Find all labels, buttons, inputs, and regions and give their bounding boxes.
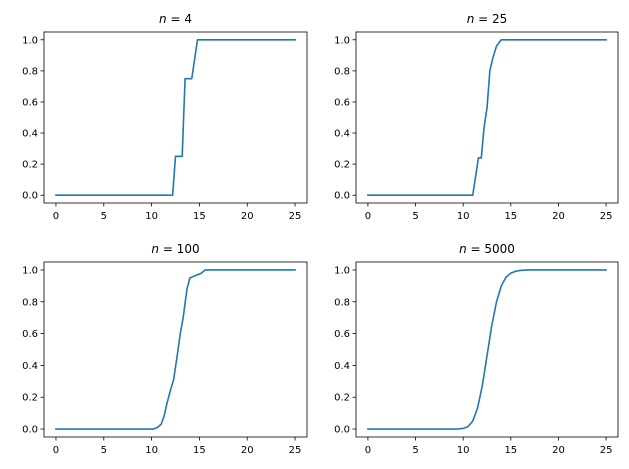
x-tick-label: 15 <box>193 211 206 222</box>
x-tick-label: 25 <box>600 445 613 456</box>
x-tick-label: 10 <box>457 211 470 222</box>
chart-title: n = 4 <box>159 12 192 26</box>
chart-title: n = 100 <box>151 242 199 256</box>
y-tick-label: 0.6 <box>334 329 350 340</box>
x-tick-label: 25 <box>289 211 302 222</box>
x-tick-label: 25 <box>600 211 613 222</box>
x-tick-label: 15 <box>193 445 206 456</box>
x-tick-label: 15 <box>504 445 517 456</box>
x-tick-label: 20 <box>241 445 254 456</box>
title-variable: n <box>467 12 475 26</box>
x-tick-label: 0 <box>365 211 371 222</box>
title-variable: n <box>459 242 467 256</box>
y-tick-label: 0.4 <box>334 129 350 140</box>
y-tick-label: 0.4 <box>22 361 38 372</box>
axes-frame <box>355 31 619 204</box>
y-tick-label: 0.8 <box>334 297 350 308</box>
x-tick-label: 20 <box>552 445 565 456</box>
series-line-1 <box>367 38 607 197</box>
y-tick-label: 0.2 <box>334 393 350 404</box>
x-tick-label: 10 <box>145 211 158 222</box>
y-tick-label: 0.6 <box>334 97 350 108</box>
y-tick-label: 0.8 <box>334 66 350 77</box>
y-tick-label: 0.4 <box>22 129 38 140</box>
y-tick-label: 0.2 <box>22 393 38 404</box>
y-tick-label: 0.4 <box>334 361 350 372</box>
axes-frame <box>355 261 619 438</box>
y-tick-label: 0.0 <box>22 191 38 202</box>
chart-panel-3: 0 5 10 15 20 25 0.0 0.2 0.4 0.6 0.8 1.0 n = 100 <box>22 242 308 456</box>
y-tick-label: 0.0 <box>334 191 350 202</box>
x-tick-label: 15 <box>504 211 517 222</box>
x-tick-label: 20 <box>552 211 565 222</box>
title-value: = 4 <box>167 12 192 26</box>
y-tick-label: 0.2 <box>22 160 38 171</box>
y-tick-label: 1.0 <box>334 265 350 276</box>
x-tick-label: 10 <box>145 445 158 456</box>
series-line-1 <box>55 38 296 197</box>
y-tick-label: 0.0 <box>22 425 38 436</box>
series-line-1 <box>55 269 296 430</box>
x-tick-label: 5 <box>101 445 107 456</box>
title-value: = 25 <box>474 12 507 26</box>
x-tick-label: 0 <box>365 445 371 456</box>
x-tick-label: 5 <box>412 211 418 222</box>
title-value: = 100 <box>159 242 200 256</box>
x-tick-label: 25 <box>289 445 302 456</box>
x-tick-label: 5 <box>412 445 418 456</box>
title-value: = 5000 <box>467 242 515 256</box>
title-variable: n <box>159 12 167 26</box>
y-tick-label: 1.0 <box>22 35 38 46</box>
chart-panel-4: 0 5 10 15 20 25 0.0 0.2 0.4 0.6 0.8 1.0 n = 5000 <box>334 242 619 456</box>
title-variable: n <box>151 242 159 256</box>
axes-frame <box>43 31 308 204</box>
y-tick-label: 0.8 <box>22 297 38 308</box>
x-tick-label: 10 <box>457 445 470 456</box>
y-tick-label: 0.8 <box>22 66 38 77</box>
chart-panel-1: 0 5 10 15 20 25 0.0 0.2 0.4 0.6 0.8 1.0 n = 4 <box>22 12 308 222</box>
y-tick-label: 0.6 <box>22 329 38 340</box>
y-tick-label: 0.2 <box>334 160 350 171</box>
y-tick-label: 0.0 <box>334 425 350 436</box>
chart-title: n = 25 <box>467 12 508 26</box>
x-tick-label: 0 <box>53 445 59 456</box>
x-tick-label: 5 <box>101 211 107 222</box>
x-tick-label: 0 <box>53 211 59 222</box>
series-line-1 <box>367 269 607 430</box>
x-tick-label: 20 <box>241 211 254 222</box>
y-tick-label: 1.0 <box>22 265 38 276</box>
y-tick-label: 0.6 <box>22 97 38 108</box>
y-tick-label: 1.0 <box>334 35 350 46</box>
chart-panel-2: 0 5 10 15 20 25 0.0 0.2 0.4 0.6 0.8 1.0 n = 25 <box>334 12 619 222</box>
axes-frame <box>43 261 308 438</box>
chart-title: n = 5000 <box>459 242 515 256</box>
